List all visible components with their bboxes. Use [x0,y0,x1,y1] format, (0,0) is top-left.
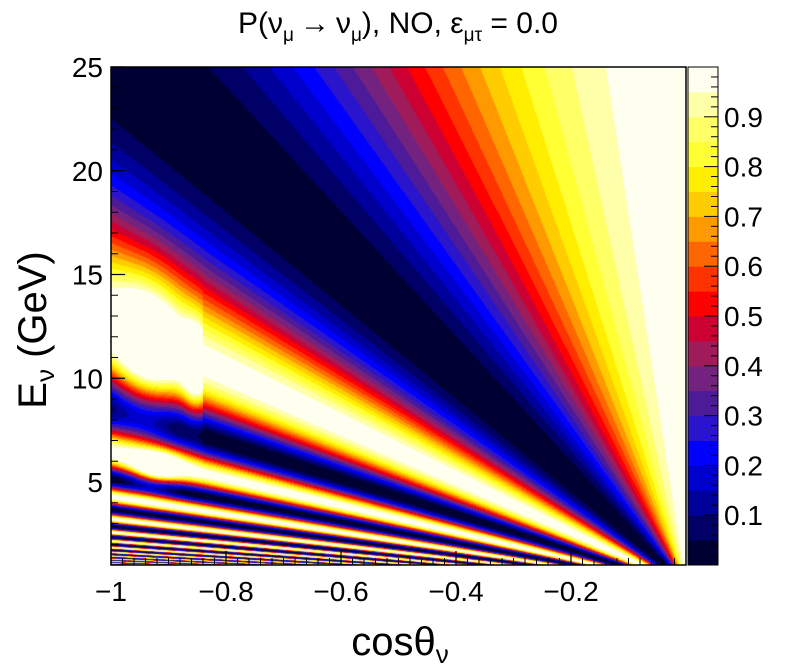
colorbar-bin [688,141,718,168]
colorbar-bin [688,266,718,292]
x-axis: −1 −0.8 −0.6 −0.4 −0.2 [95,551,687,607]
colorbar-tick-label: 0.1 [724,500,763,531]
colorbar-axis: 0.1 0.2 0.3 0.4 0.5 0.6 0.7 0.8 0.9 [704,76,763,556]
colorbar-bin [688,216,718,242]
colorbar-bin [688,440,718,466]
colorbar-bin [688,415,718,441]
colorbar-bin [688,67,718,93]
colorbar-bin [688,241,718,267]
y-tick-label: 20 [72,156,103,187]
x-axis-label: cosθν [351,620,449,669]
colorbar-tick-label: 0.8 [724,152,763,183]
colorbar-bin [688,465,718,491]
colorbar-bin [688,316,718,342]
colorbar-bin [688,390,718,417]
x-tick-label: −1 [95,576,127,607]
colorbar-tick-label: 0.4 [724,351,763,382]
colorbar-tick-label: 0.6 [724,251,763,282]
heatmap [111,67,686,565]
colorbar-bin [688,166,718,192]
colorbar-tick-label: 0.2 [724,450,763,481]
colorbar-bin [688,191,718,217]
y-tick-label: 15 [72,260,103,291]
colorbar [687,66,719,566]
colorbar-tick-label: 0.5 [724,301,763,332]
y-tick-label: 5 [87,467,103,498]
colorbar-bin [688,365,718,392]
colorbar-bin [688,291,718,317]
colorbar-bin [688,490,718,516]
y-tick-label: 25 [72,52,103,83]
x-tick-label: −0.8 [198,576,253,607]
y-tick-label: 10 [72,363,103,394]
colorbar-bin [688,540,718,566]
colorbar-tick-label: 0.3 [724,401,763,432]
colorbar-bin [688,91,718,118]
y-axis: 5 10 15 20 25 [72,52,125,545]
x-tick-label: −0.6 [313,576,368,607]
colorbar-bin [688,340,718,367]
y-axis-label: Eν (GeV) [11,251,60,408]
chart-title: P(νμ → νμ), NO, εμτ = 0.0 [238,7,558,46]
colorbar-tick-label: 0.9 [724,102,763,133]
colorbar-bin [688,515,718,541]
colorbar-bin [688,116,718,143]
x-tick-label: −0.2 [543,576,598,607]
colorbar-tick-label: 0.7 [724,201,763,232]
x-tick-label: −0.4 [428,576,483,607]
